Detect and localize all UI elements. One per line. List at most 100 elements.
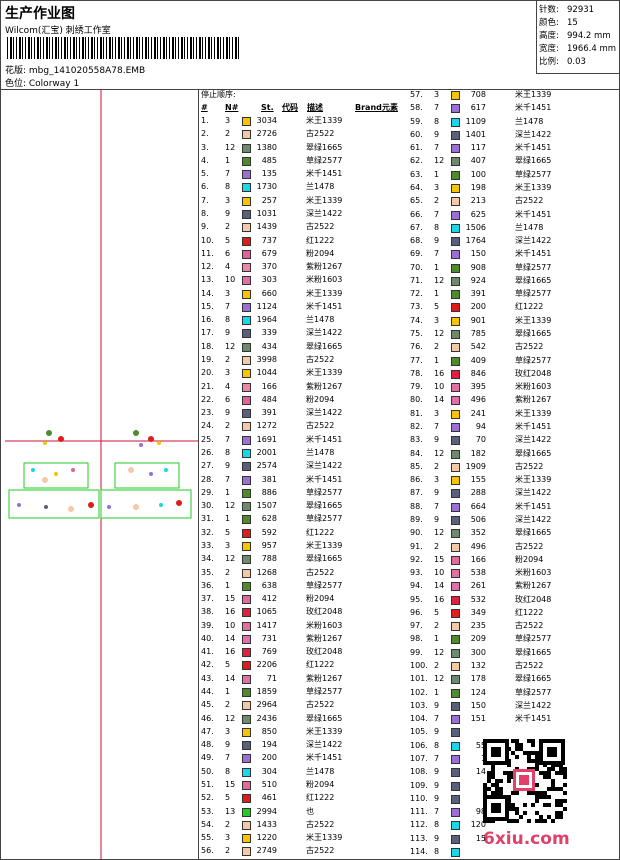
stitch-count: 485 (261, 155, 277, 165)
description: 古2522 (306, 222, 335, 232)
color-swatch (451, 104, 460, 114)
needle: 8 (434, 740, 440, 750)
row-number: 39. (201, 620, 214, 630)
stitch-count: 1109 (465, 116, 486, 126)
description: 兰1478 (306, 448, 335, 457)
color-swatch (242, 409, 251, 419)
description: 米王1339 (306, 288, 343, 298)
stitch-count: 94 (475, 422, 486, 431)
row-number: 47. (201, 726, 214, 736)
row-number: 61. (410, 143, 423, 153)
stitch-count: 213 (470, 196, 486, 206)
column-header: # (201, 103, 208, 112)
stitch-count: 151 (470, 714, 486, 724)
description: 古2522 (306, 567, 335, 577)
description: 米王1339 (515, 315, 552, 325)
needle: 4 (225, 262, 231, 272)
needle: 9 (434, 700, 440, 710)
row-number: 18. (201, 341, 214, 351)
stitch-count: 303 (261, 275, 277, 285)
barcode (7, 37, 239, 59)
description: 米粉1603 (515, 382, 552, 392)
stitch-count: 200 (261, 753, 277, 763)
description: 红1222 (306, 793, 335, 803)
needle: 13 (225, 806, 236, 816)
description: 翠绿1665 (515, 674, 552, 684)
row-number: 81. (410, 408, 423, 418)
stitch-count: 1439 (256, 222, 277, 232)
stitch-count: 1031 (256, 208, 277, 218)
needle: 16 (434, 368, 445, 378)
description: 米千1451 (306, 169, 343, 179)
row-number: 55. (201, 833, 214, 843)
stitch-count: 120 (470, 820, 486, 830)
color-swatch (451, 343, 460, 353)
description: 深兰1422 (515, 435, 552, 445)
description: 米千1451 (306, 301, 343, 311)
needle: 4 (225, 381, 231, 391)
color-swatch (242, 648, 251, 658)
needle: 14 (225, 633, 236, 643)
row-number: 51. (201, 780, 214, 789)
description: 兰1478 (515, 116, 544, 126)
description: 翠绿1665 (306, 554, 343, 564)
description: 米千1451 (515, 422, 552, 431)
needle: 14 (434, 581, 445, 591)
stitch-count: 2994 (256, 806, 277, 816)
stitch-count: 1124 (256, 301, 277, 311)
description: 古2522 (306, 355, 335, 365)
description: 深兰1422 (306, 408, 343, 418)
color-swatch (242, 462, 251, 472)
row-number: 49. (201, 753, 214, 763)
color-swatch (451, 170, 460, 180)
description: 草绿2577 (515, 687, 552, 697)
needle: 9 (434, 514, 440, 524)
description: 翠绿1665 (306, 142, 343, 152)
needle: 5 (225, 793, 231, 803)
description: 米千1451 (515, 249, 552, 259)
color-swatch (242, 183, 251, 193)
description: 粉2094 (515, 554, 544, 564)
row-number: 23. (201, 408, 214, 418)
needle: 2 (434, 621, 440, 631)
color-swatch (242, 223, 251, 233)
row-number: 13. (201, 275, 214, 285)
row-number: 113. (410, 833, 428, 843)
stitch-count: 1859 (256, 687, 277, 697)
stitch-count: 98 (475, 807, 486, 817)
stitch-count: 1401 (465, 129, 486, 139)
description: 紫粉1267 (515, 395, 552, 405)
row-number: 15. (201, 301, 214, 311)
row-number: 41. (201, 647, 214, 657)
row-number: 88. (410, 501, 423, 511)
stitch-count: 150 (470, 249, 486, 259)
stitch-count: 1268 (256, 567, 277, 577)
description: 米粉1603 (306, 275, 343, 285)
description: 米千1451 (515, 103, 552, 113)
row-number: 66. (410, 209, 423, 219)
row-number: 69. (410, 249, 423, 259)
needle: 8 (225, 315, 231, 325)
row-number: 114. (410, 846, 428, 856)
needle: 12 (225, 142, 236, 152)
color-swatch (242, 741, 251, 751)
needle: 3 (225, 368, 231, 378)
row-number: 53. (201, 806, 214, 816)
row-number: 34. (201, 554, 214, 564)
needle: 12 (225, 501, 236, 511)
needle: 10 (225, 620, 236, 630)
color-swatch (451, 144, 460, 154)
needle: 9 (434, 780, 440, 790)
row-number: 108. (410, 767, 428, 777)
description: 古2522 (515, 621, 544, 631)
needle: 9 (434, 767, 440, 777)
color-swatch (242, 608, 251, 618)
row-number: 54. (201, 819, 214, 829)
color-swatch (242, 329, 251, 339)
needle: 9 (434, 727, 440, 737)
row-number: 37. (201, 594, 214, 604)
info-value: 0.03 (567, 57, 586, 67)
needle: 12 (434, 528, 445, 538)
color-swatch (451, 330, 460, 340)
